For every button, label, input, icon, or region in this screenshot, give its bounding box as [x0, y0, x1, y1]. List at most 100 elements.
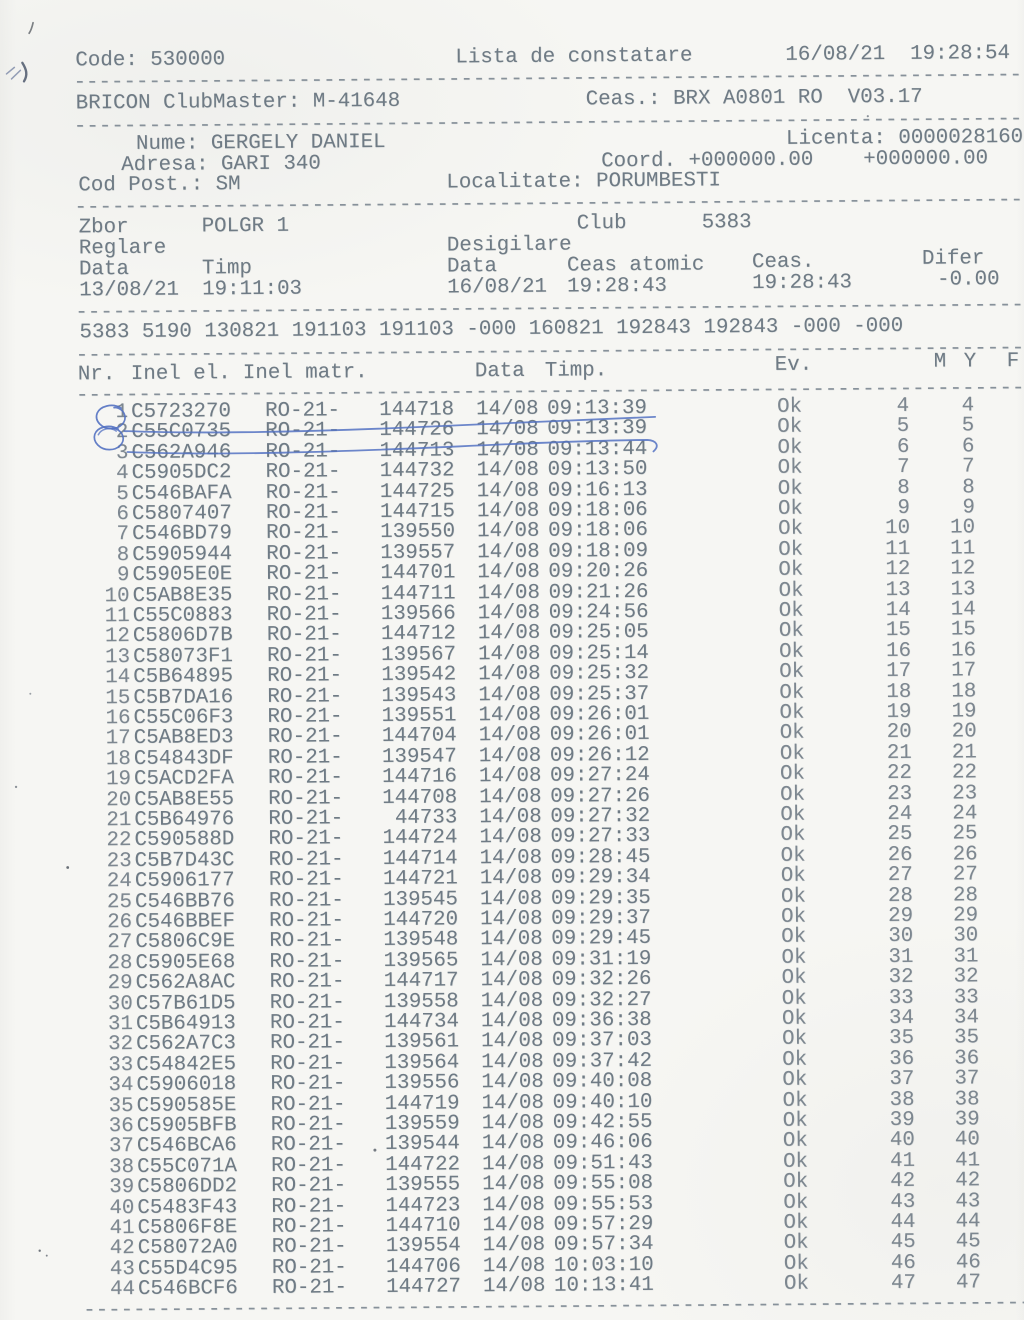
cell-serie: 139555 [385, 1173, 461, 1198]
owner-postal: Cod Post.: SM [78, 173, 241, 198]
device-name: BRICON ClubMaster: M-41648 [75, 89, 401, 116]
cell-ev: Ok [779, 660, 805, 685]
cell-inel-matr: RO-21- [271, 1276, 347, 1301]
club-value: 5383 [701, 211, 752, 235]
print-datetime: 16/08/21 19:28:54 [785, 42, 1011, 67]
difer-label: Difer [921, 247, 985, 271]
cell-inel-matr: RO-21- [268, 868, 344, 893]
page-title: Lista de constatare [455, 44, 693, 70]
zbor-value: POLGR 1 [201, 214, 290, 239]
cell-ev: Ok [778, 620, 804, 644]
ceas-atomic-value: 19:28:43 [567, 274, 668, 299]
ceas-label: Ceas. [751, 250, 815, 275]
cell-nr: 37 [108, 1135, 134, 1159]
cell-nr: 24 [106, 870, 132, 894]
cell-nr: 27 [107, 931, 133, 955]
cell-ev: Ok [783, 1170, 809, 1195]
reglare-label: Reglare [78, 236, 167, 261]
cell-ev: Ok [778, 558, 804, 583]
cell-nr: 44 [109, 1278, 136, 1302]
club-label: Club [576, 212, 627, 236]
reglare-data-label: Data [78, 257, 130, 282]
cell-m: 27 [887, 864, 913, 888]
cell-m: 7 [897, 456, 910, 480]
margin-pen-tick [21, 61, 28, 83]
cell-inel-matr: RO-21- [267, 664, 343, 689]
cell-ev: Ok [777, 416, 803, 440]
cell-data: 14/08 [477, 560, 540, 585]
cell-serie: 139542 [381, 663, 457, 688]
zbor-label: Zbor [78, 215, 129, 240]
cell-serie: 144721 [382, 867, 458, 892]
cell-ev: Ok [777, 456, 803, 481]
cell-ev: Ok [780, 864, 806, 889]
cell-inel-matr: RO-21- [271, 1174, 347, 1199]
cell-inel-matr: RO-21- [267, 766, 343, 791]
cell-data: 14/08 [482, 1172, 545, 1197]
cell-nr: 2 [115, 421, 129, 445]
cell-inel-matr: RO-21- [266, 562, 342, 587]
col-header-y: Y [963, 350, 977, 374]
reglare-timp-value: 19:11:03 [202, 277, 303, 302]
cell-serie: 144717 [383, 969, 459, 994]
desigilare-label: Desigilare [446, 233, 572, 258]
summary-line: 5383 5190 130821 191103 191103 -000 1608… [79, 314, 904, 345]
cell-m: 12 [885, 558, 911, 582]
col-header-data: Data [474, 359, 525, 384]
margin-pen-mark [5, 66, 22, 80]
cell-nr: 29 [107, 972, 133, 996]
cell-y: 27 [952, 863, 978, 887]
desig-data-label: Data [446, 255, 498, 279]
pencil-apostrophe [28, 21, 34, 35]
desig-data-value: 16/08/21 [447, 275, 548, 300]
ceas-value: 19:28:43 [752, 271, 853, 296]
reglare-timp-label: Timp [201, 257, 253, 281]
cell-ev: Ok [779, 722, 805, 746]
ceas-atomic-label: Ceas atomic [566, 253, 705, 278]
cell-ev: Ok [782, 1130, 808, 1154]
cell-nr: 9 [116, 564, 130, 588]
col-header-timp: Timp. [544, 359, 608, 383]
cell-inel-matr: RO-21- [270, 1072, 346, 1097]
cell-ev: Ok [779, 762, 806, 787]
cell-m: 32 [888, 966, 914, 990]
cell-m: 42 [890, 1170, 916, 1194]
owner-locality: Localitate: PORUMBESTI [446, 169, 721, 195]
cell-nr: 34 [108, 1074, 134, 1098]
cell-nr: 17 [105, 727, 131, 751]
col-header-inel-el: Inel el. [130, 362, 231, 386]
cell-inel-el: C546BCF6 [137, 1277, 238, 1302]
cell-nr: 19 [105, 768, 132, 792]
cell-data: 14/08 [482, 1274, 546, 1299]
cell-y: 22 [951, 761, 978, 785]
cell-nr: 7 [116, 523, 130, 547]
cell-serie: 139556 [384, 1071, 460, 1096]
cell-m: 37 [889, 1068, 915, 1092]
cell-m: 22 [886, 762, 913, 786]
cell-ev: Ok [781, 966, 807, 991]
cell-nr: 4 [116, 462, 129, 486]
cell-ev: Ok [783, 1232, 809, 1256]
cell-ev: Ok [780, 824, 806, 848]
code-label: Code: 530000 [75, 48, 226, 73]
cell-data: 14/08 [479, 866, 543, 891]
cell-serie: 144701 [380, 561, 456, 586]
cell-nr: 22 [106, 829, 132, 853]
col-header-m: M [933, 350, 947, 374]
cell-m: 47 [890, 1272, 917, 1296]
col-header-f: F [1006, 350, 1020, 374]
device-clock: Ceas.: BRX A0801 RO V03.17 [585, 85, 923, 112]
cell-y: 12 [950, 557, 976, 581]
cell-y: 47 [955, 1271, 982, 1295]
cell-y: 42 [955, 1169, 981, 1193]
cell-nr: 39 [109, 1176, 135, 1200]
cell-y: 7 [962, 455, 975, 479]
cell-ev: Ok [781, 926, 807, 950]
cell-y: 37 [954, 1067, 980, 1091]
cell-data: 14/08 [478, 662, 541, 687]
col-header-ev: Ev. [774, 353, 813, 377]
reglare-data-value: 13/08/21 [79, 278, 180, 303]
cell-nr: 12 [104, 625, 130, 649]
